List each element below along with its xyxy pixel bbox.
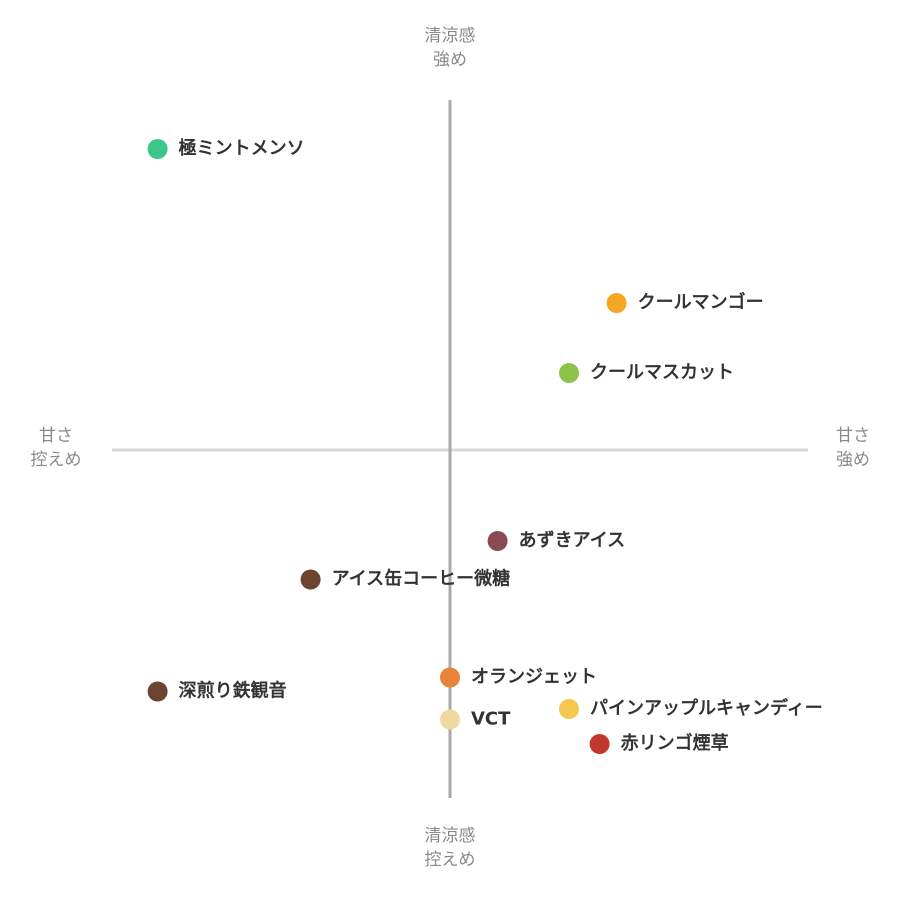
point-label: アイス缶コーヒー微糖 [332,568,511,590]
axis-label: 控えめ [425,850,476,870]
point-label: 赤リンゴ煙草 [621,732,729,754]
point [559,363,579,383]
point [440,667,460,688]
point [147,681,168,702]
point-label: 極ミントメンソ [179,137,305,159]
point-label: 深煎り鉄観音 [179,680,287,702]
axis-label: 強め [433,50,467,70]
point-label: クールマスカット [590,362,734,383]
axis-label: 甘さ [836,426,870,446]
point-label: VCT [471,709,511,730]
point [300,569,321,590]
point [487,531,508,551]
point [147,139,168,159]
axis-label: 控えめ [31,450,82,470]
point [589,734,610,754]
axis-label: 強め [836,450,870,470]
point-label: クールマンゴー [638,291,764,313]
axis-label: 清涼感 [425,26,476,46]
point-label: あずきアイス [519,530,626,551]
point-label: パインアップルキャンディー [590,697,823,719]
point-label: オランジェット [471,667,597,688]
point [559,699,579,719]
point [440,709,460,730]
axis-label: 清涼感 [425,826,476,846]
axis-label: 甘さ [39,426,73,446]
point [606,293,627,313]
